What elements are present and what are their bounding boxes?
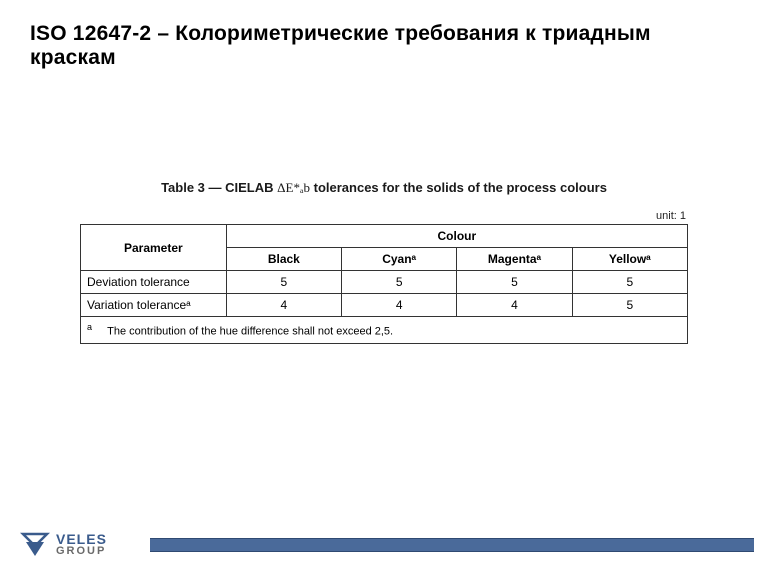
param-cell: Variation toleranceᵃ bbox=[81, 294, 227, 317]
footnote-text: The contribution of the hue difference s… bbox=[107, 326, 393, 338]
caption-formula: ΔE*ₐb bbox=[277, 180, 310, 195]
param-cell: Deviation tolerance bbox=[81, 271, 227, 294]
logo-line1: VELES bbox=[56, 533, 107, 546]
table-caption: Table 3 — CIELAB ΔE*ₐb tolerances for th… bbox=[80, 180, 688, 196]
logo-text: VELES GROUP bbox=[56, 533, 107, 557]
table-row: Deviation tolerance 5 5 5 5 bbox=[81, 271, 688, 294]
page-title: ISO 12647-2 – Колориметрические требован… bbox=[30, 22, 738, 70]
value-cell: 5 bbox=[572, 294, 687, 317]
logo-mark-icon bbox=[20, 530, 50, 560]
col-yellow: Yellowᵃ bbox=[572, 248, 687, 271]
footnote-cell: a The contribution of the hue difference… bbox=[81, 317, 688, 344]
value-cell: 4 bbox=[457, 294, 572, 317]
col-black: Black bbox=[226, 248, 341, 271]
table-container: Table 3 — CIELAB ΔE*ₐb tolerances for th… bbox=[80, 180, 688, 344]
header-parameter: Parameter bbox=[81, 225, 227, 271]
tolerance-table: Parameter Colour Black Cyanᵃ Magentaᵃ Ye… bbox=[80, 224, 688, 344]
slide: ISO 12647-2 – Колориметрические требован… bbox=[0, 0, 768, 576]
caption-prefix: Table 3 — CIELAB bbox=[161, 180, 277, 195]
footer: VELES GROUP bbox=[0, 528, 768, 558]
logo: VELES GROUP bbox=[20, 530, 107, 560]
footnote-marker: a bbox=[87, 322, 92, 332]
caption-suffix: tolerances for the solids of the process… bbox=[314, 180, 607, 195]
table-header-row: Parameter Colour bbox=[81, 225, 688, 248]
table-row: Variation toleranceᵃ 4 4 4 5 bbox=[81, 294, 688, 317]
table-footnote-row: a The contribution of the hue difference… bbox=[81, 317, 688, 344]
col-cyan: Cyanᵃ bbox=[342, 248, 457, 271]
value-cell: 5 bbox=[572, 271, 687, 294]
logo-line2: GROUP bbox=[56, 546, 107, 556]
value-cell: 4 bbox=[226, 294, 341, 317]
value-cell: 4 bbox=[342, 294, 457, 317]
value-cell: 5 bbox=[226, 271, 341, 294]
unit-label: unit: 1 bbox=[80, 210, 688, 222]
col-magenta: Magentaᵃ bbox=[457, 248, 572, 271]
value-cell: 5 bbox=[342, 271, 457, 294]
value-cell: 5 bbox=[457, 271, 572, 294]
footer-bar bbox=[150, 538, 754, 552]
header-colour: Colour bbox=[226, 225, 687, 248]
